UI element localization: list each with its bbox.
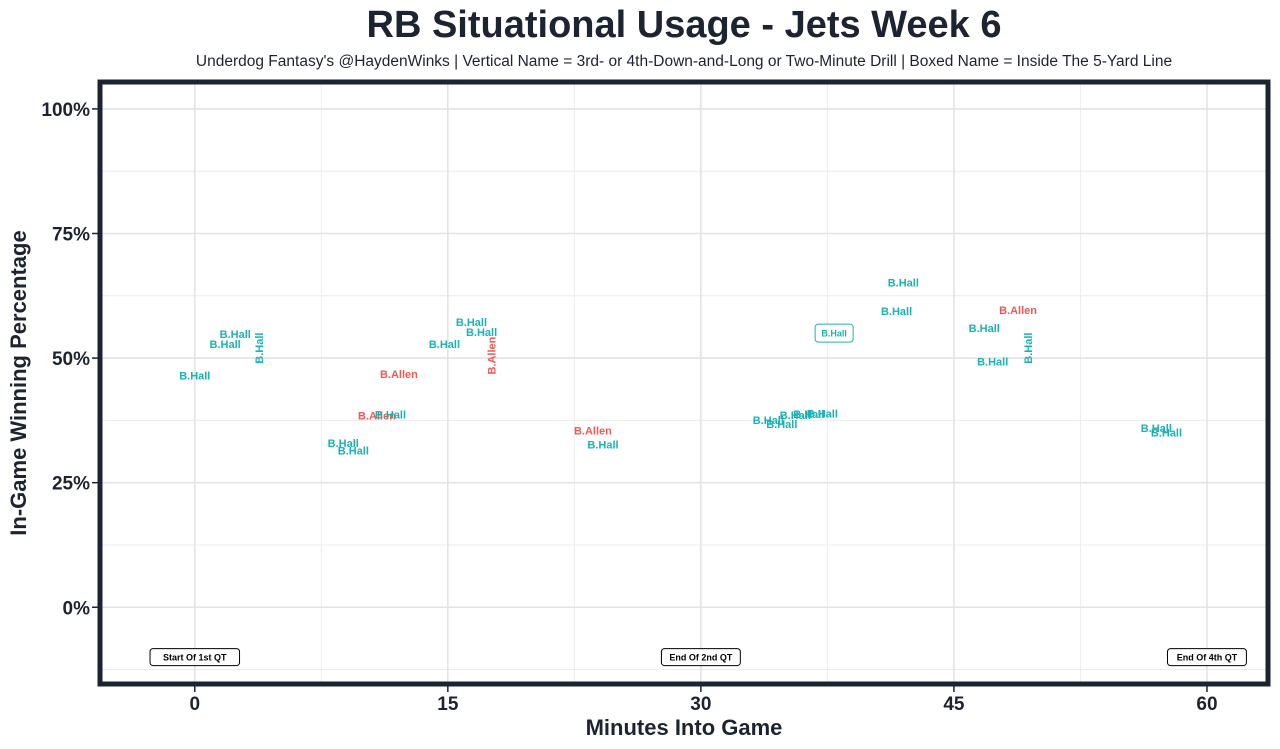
point-label: B.Hall — [977, 357, 1008, 369]
point-label: B.Hall — [888, 277, 919, 289]
y-tick-label: 50% — [52, 349, 90, 370]
point-label: B.Hall — [793, 409, 824, 421]
plot-frame — [97, 79, 1271, 687]
annotation-box — [149, 648, 241, 667]
y-tick-label: 75% — [52, 225, 90, 246]
point-label: B.Hall — [969, 323, 1000, 335]
point-label: B.Hall — [1141, 423, 1172, 435]
annotation-box — [660, 648, 741, 667]
point-label: B.Allen — [358, 410, 396, 422]
point-label: B.Allen — [999, 305, 1037, 317]
y-axis-title: In-Game Winning Percentage — [6, 230, 31, 535]
quarter-annotation: End Of 2nd QT — [660, 648, 741, 667]
point-label: B.Hall — [881, 306, 912, 318]
y-tick-label: 0% — [63, 598, 91, 619]
point-label: B.Hall — [780, 410, 811, 422]
quarter-annotation: Start Of 1st QT — [149, 648, 241, 667]
grid — [102, 84, 1266, 682]
point-label: B.Hall — [821, 328, 847, 338]
x-tick-label: 15 — [437, 694, 459, 715]
annotation-label: Start Of 1st QT — [163, 652, 227, 662]
y-axis: 0% 25% 50% 75% 100% — [41, 100, 98, 619]
point-label: B.Hall — [375, 409, 406, 421]
annotation-box — [1167, 648, 1247, 667]
point-box — [814, 323, 854, 343]
x-axis: 0 15 30 45 60 — [189, 686, 1218, 715]
point-label: B.Hall — [254, 333, 266, 364]
x-axis-title: Minutes Into Game — [586, 715, 783, 740]
chart-subtitle: Underdog Fantasy's @HaydenWinks | Vertic… — [196, 53, 1172, 70]
x-tick-label: 30 — [690, 694, 711, 715]
point-label-boxed: B.Hall — [814, 323, 854, 343]
y-tick-label: 100% — [41, 100, 90, 121]
x-tick-label: 45 — [943, 694, 965, 715]
point-label: B.Hall — [1023, 333, 1035, 364]
point-label: B.Hall — [328, 438, 359, 450]
point-label: B.Hall — [179, 371, 210, 383]
point-label: B.Hall — [466, 327, 497, 339]
point-label: B.Hall — [766, 419, 797, 431]
x-tick-label: 0 — [189, 694, 200, 715]
y-tick-label: 25% — [52, 474, 90, 495]
point-label: B.Hall — [210, 339, 241, 351]
point-label: B.Hall — [1151, 427, 1182, 439]
point-label: B.Hall — [753, 415, 784, 427]
point-label: B.Hall — [429, 339, 460, 351]
point-label: B.Hall — [587, 439, 618, 451]
point-label: B.Hall — [807, 408, 838, 420]
chart-title: RB Situational Usage - Jets Week 6 — [367, 4, 1002, 46]
point-label: B.Allen — [380, 369, 418, 381]
point-label: B.Hall — [338, 445, 369, 457]
point-label: B.Hall — [456, 317, 487, 329]
x-tick-label: 60 — [1196, 694, 1217, 715]
annotation-label: End Of 4th QT — [1177, 652, 1238, 662]
quarter-annotation: End Of 4th QT — [1167, 648, 1247, 667]
point-label: B.Allen — [574, 425, 612, 437]
annotations: Start Of 1st QT End Of 2nd QT End Of 4th Q… — [149, 648, 1247, 667]
point-label: B.Allen — [487, 336, 499, 374]
annotation-label: End Of 2nd QT — [669, 652, 732, 662]
point-label: B.Hall — [220, 329, 251, 341]
